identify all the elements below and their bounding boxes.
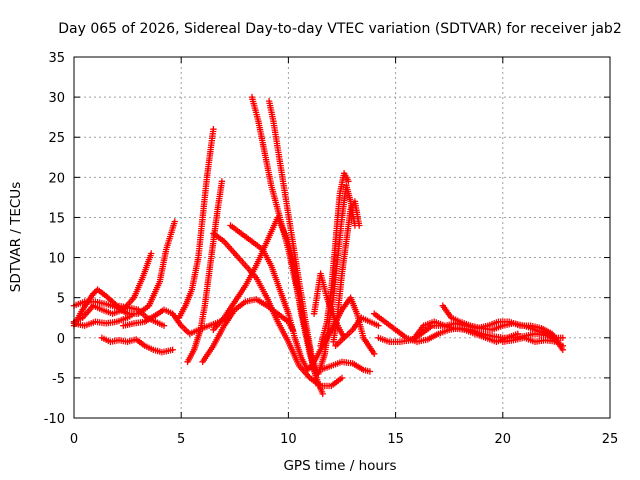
series-arc-o bbox=[330, 198, 363, 345]
axis-ticks: -10 -5 0 5 10 15 20 25 30 35 0 5 10 15 20 25 bbox=[44, 51, 619, 447]
y-tick-label: 20 bbox=[48, 171, 65, 186]
data-point bbox=[559, 342, 566, 349]
y-tick-label: 10 bbox=[48, 252, 65, 267]
x-axis-label: GPS time / hours bbox=[283, 458, 396, 474]
data-point bbox=[338, 374, 346, 382]
series-arc-e bbox=[98, 334, 176, 356]
data-point bbox=[375, 322, 382, 329]
data-point bbox=[315, 382, 322, 390]
y-tick-label: -10 bbox=[44, 412, 65, 427]
y-tick-label: 0 bbox=[57, 332, 65, 347]
series-arc-x bbox=[499, 334, 566, 349]
y-tick-label: 5 bbox=[57, 292, 65, 307]
data-point bbox=[366, 368, 374, 375]
x-tick-label: 0 bbox=[70, 432, 78, 447]
series-arc-q bbox=[317, 358, 374, 375]
series-arc-h bbox=[175, 126, 217, 321]
y-tick-label: 30 bbox=[48, 91, 65, 106]
data-point bbox=[319, 390, 326, 398]
data-point bbox=[371, 350, 378, 357]
data-point bbox=[218, 178, 226, 185]
data-point bbox=[345, 178, 352, 185]
data-point bbox=[171, 218, 178, 225]
x-tick-label: 20 bbox=[495, 432, 512, 447]
series-arc-r bbox=[310, 270, 348, 341]
data-point bbox=[514, 330, 521, 337]
y-tick-label: 15 bbox=[48, 211, 65, 226]
x-tick-label: 25 bbox=[602, 432, 619, 447]
series-arc-n bbox=[265, 97, 359, 378]
y-tick-label: 35 bbox=[48, 51, 65, 66]
data-point bbox=[130, 310, 138, 317]
chart-title: Day 065 of 2026, Sidereal Day-to-day VTE… bbox=[58, 21, 621, 37]
x-tick-label: 10 bbox=[280, 432, 297, 447]
series-arc-c bbox=[70, 218, 178, 317]
data-point bbox=[559, 334, 566, 341]
data-point bbox=[169, 346, 176, 353]
y-tick-label: -5 bbox=[52, 372, 65, 387]
data-markers bbox=[70, 93, 566, 398]
data-point bbox=[148, 250, 155, 257]
series-arc-g bbox=[184, 178, 226, 365]
plot-frame bbox=[73, 56, 611, 419]
series-arc-s bbox=[332, 314, 382, 349]
series-arc-w bbox=[439, 302, 560, 343]
data-point bbox=[160, 322, 168, 329]
x-tick-label: 15 bbox=[387, 432, 404, 447]
x-tick-label: 5 bbox=[177, 432, 185, 447]
data-point bbox=[210, 126, 217, 133]
y-tick-label: 25 bbox=[48, 131, 65, 146]
data-point bbox=[356, 222, 363, 229]
y-axis-label: SDTVAR / TECUs bbox=[8, 182, 24, 292]
